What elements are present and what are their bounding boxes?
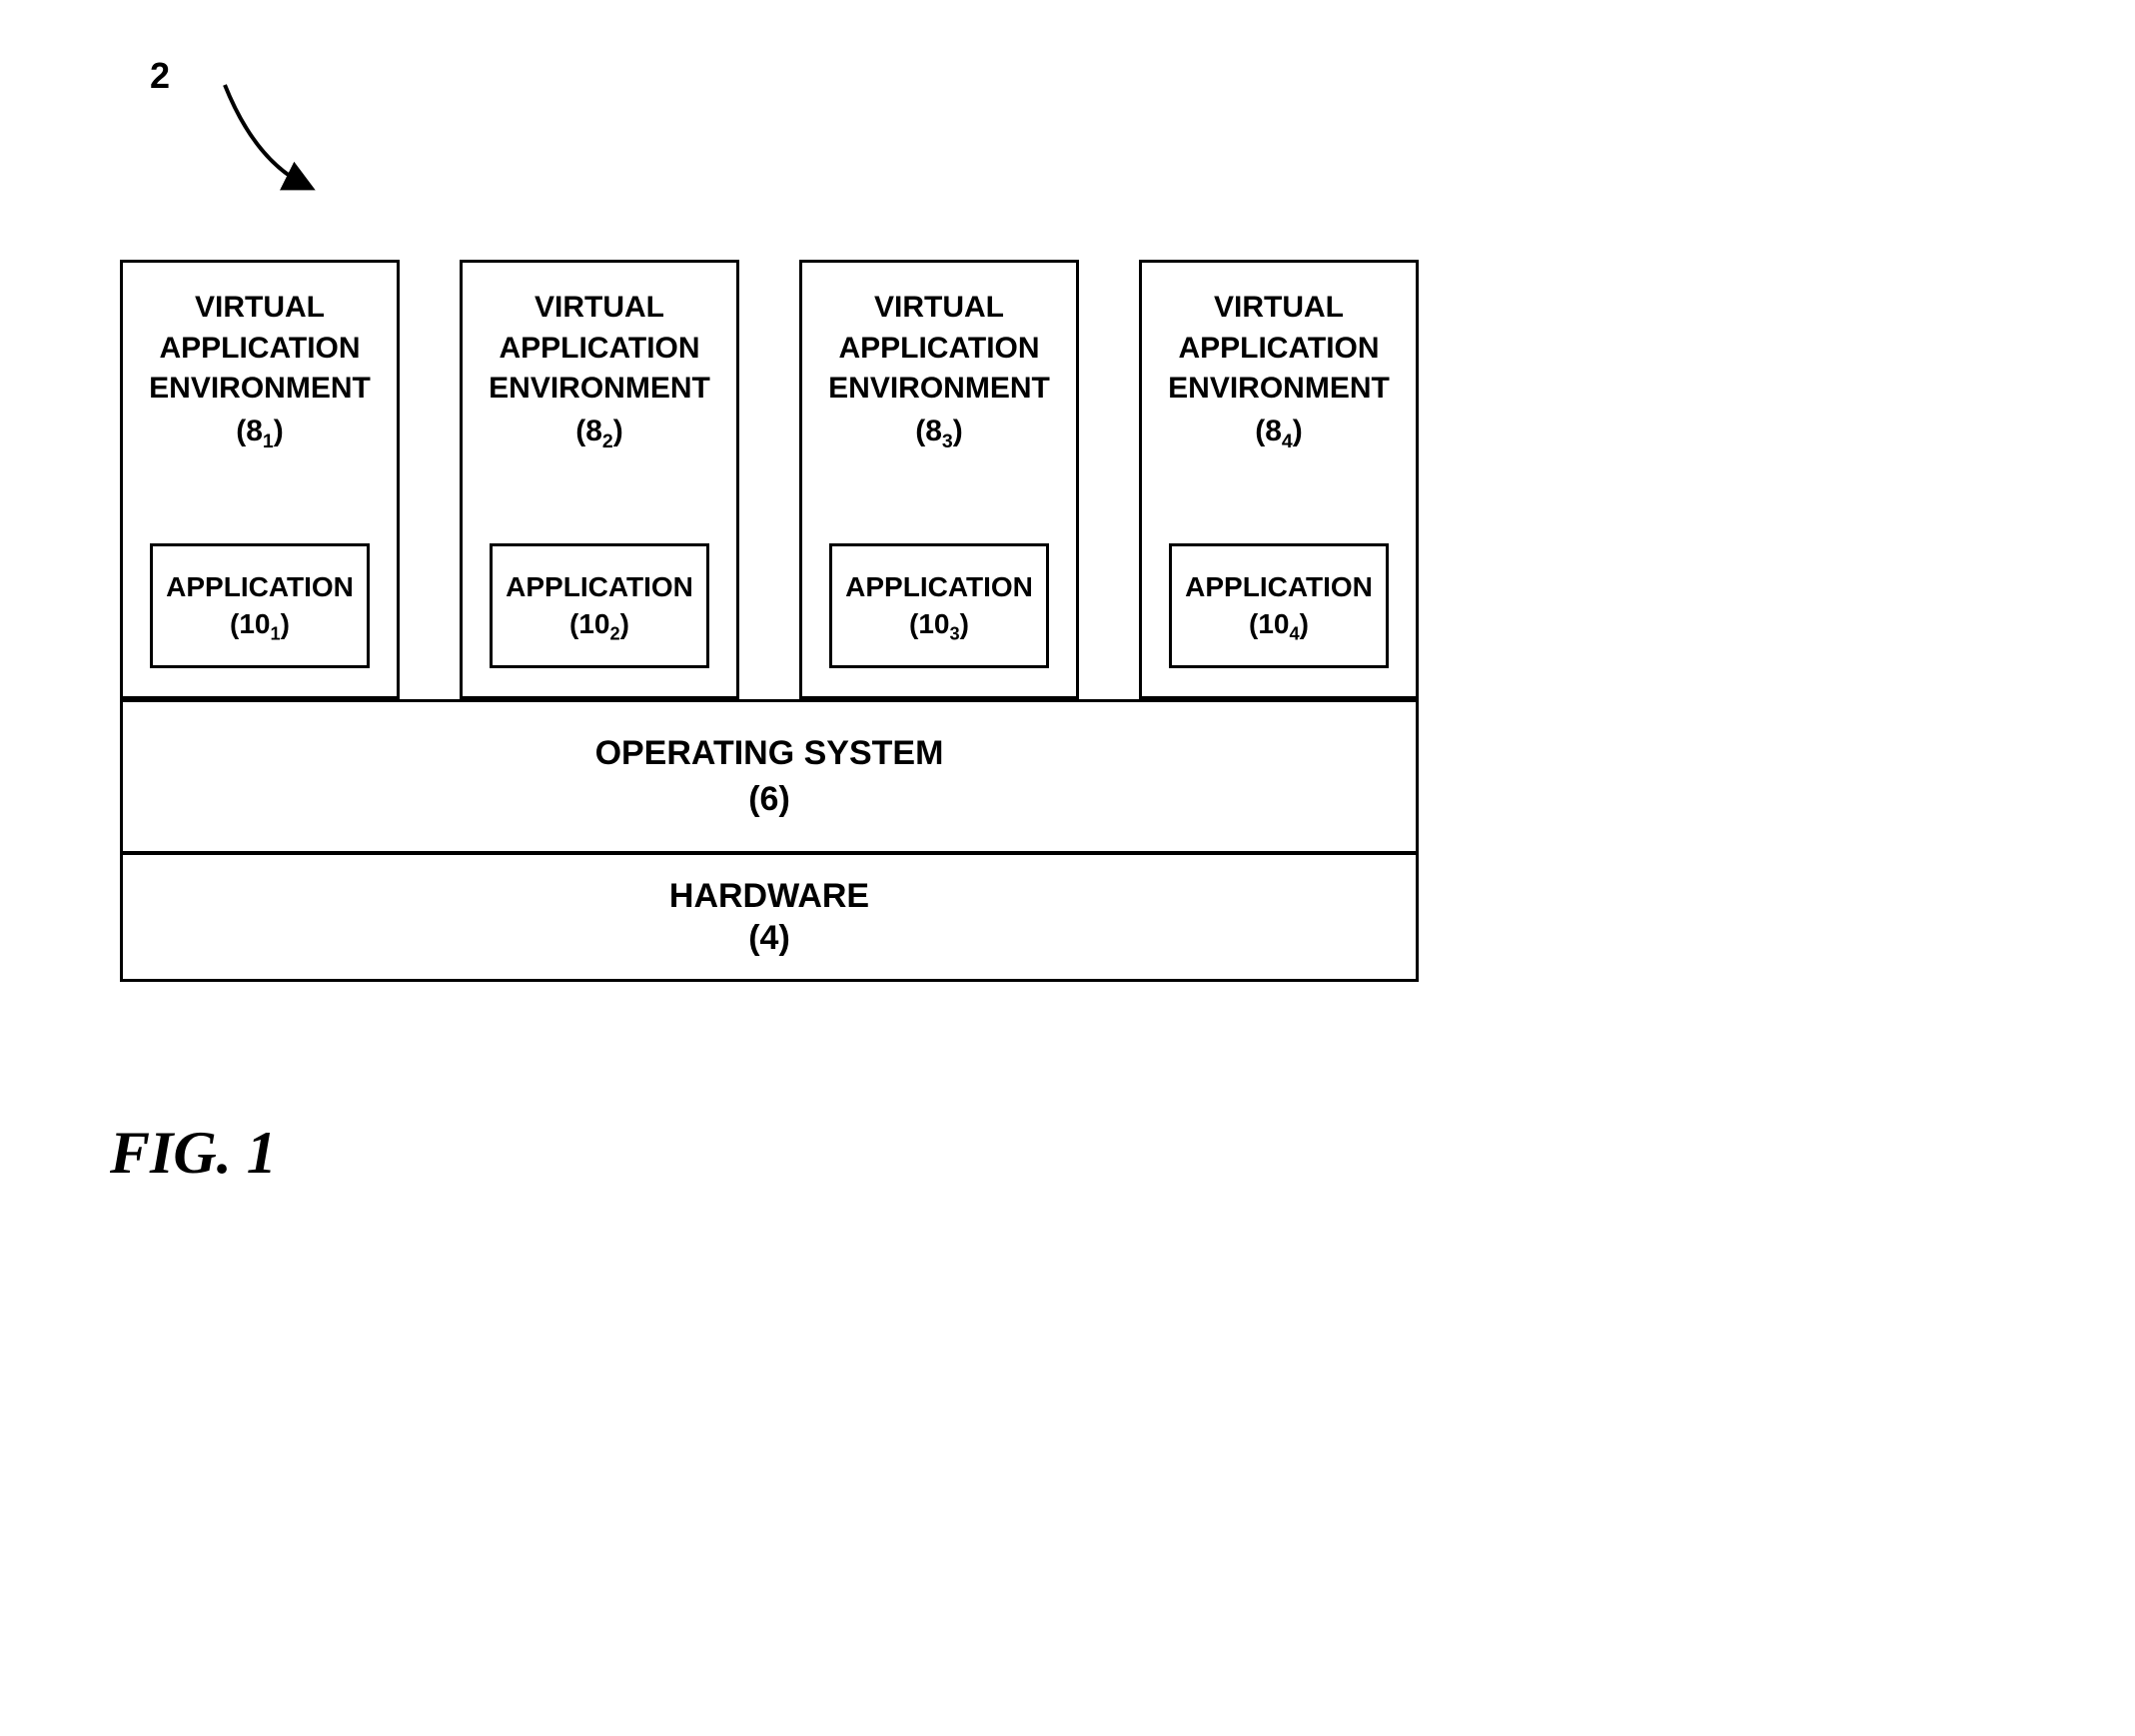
env-ref: (84) [1142, 412, 1416, 452]
app-label: APPLICATION [1185, 569, 1373, 605]
hw-label: HARDWARE [123, 875, 1416, 918]
env-title-line-1: VIRTUAL [802, 288, 1076, 329]
os-label: OPERATING SYSTEM [123, 731, 1416, 777]
env-title-line-1: VIRTUAL [123, 288, 397, 329]
virtual-app-environment-2: VIRTUAL APPLICATION ENVIRONMENT (82) APP… [460, 260, 739, 699]
env-title-line-2: APPLICATION [1142, 329, 1416, 370]
environments-row: VIRTUAL APPLICATION ENVIRONMENT (81) APP… [120, 260, 1419, 699]
env-title-line-2: APPLICATION [463, 329, 736, 370]
app-label: APPLICATION [506, 569, 693, 605]
app-ref: (104) [1249, 606, 1309, 642]
operating-system-layer: OPERATING SYSTEM (6) [120, 699, 1419, 854]
hw-ref: (4) [123, 917, 1416, 960]
app-label: APPLICATION [845, 569, 1033, 605]
env-title-line-2: APPLICATION [123, 329, 397, 370]
app-ref: (102) [569, 606, 629, 642]
application-box-2: APPLICATION (102) [490, 543, 709, 668]
virtual-app-environment-3: VIRTUAL APPLICATION ENVIRONMENT (83) APP… [799, 260, 1079, 699]
env-title-line-3: ENVIRONMENT [802, 369, 1076, 410]
virtual-app-environment-4: VIRTUAL APPLICATION ENVIRONMENT (84) APP… [1139, 260, 1419, 699]
application-box-3: APPLICATION (103) [829, 543, 1049, 668]
env-title-line-1: VIRTUAL [1142, 288, 1416, 329]
app-ref: (103) [909, 606, 969, 642]
application-box-1: APPLICATION (101) [150, 543, 370, 668]
virtual-app-environment-1: VIRTUAL APPLICATION ENVIRONMENT (81) APP… [120, 260, 400, 699]
reference-arrow [160, 60, 340, 220]
app-ref: (101) [230, 606, 290, 642]
os-ref: (6) [123, 777, 1416, 823]
env-ref: (81) [123, 412, 397, 452]
env-title-line-3: ENVIRONMENT [123, 369, 397, 410]
env-title-line-3: ENVIRONMENT [463, 369, 736, 410]
application-box-4: APPLICATION (104) [1169, 543, 1389, 668]
env-title-line-1: VIRTUAL [463, 288, 736, 329]
hardware-layer: HARDWARE (4) [120, 852, 1419, 982]
env-ref: (83) [802, 412, 1076, 452]
figure-label: FIG. 1 [110, 1119, 277, 1188]
env-title-line-3: ENVIRONMENT [1142, 369, 1416, 410]
app-label: APPLICATION [166, 569, 354, 605]
env-ref: (82) [463, 412, 736, 452]
env-title-line-2: APPLICATION [802, 329, 1076, 370]
